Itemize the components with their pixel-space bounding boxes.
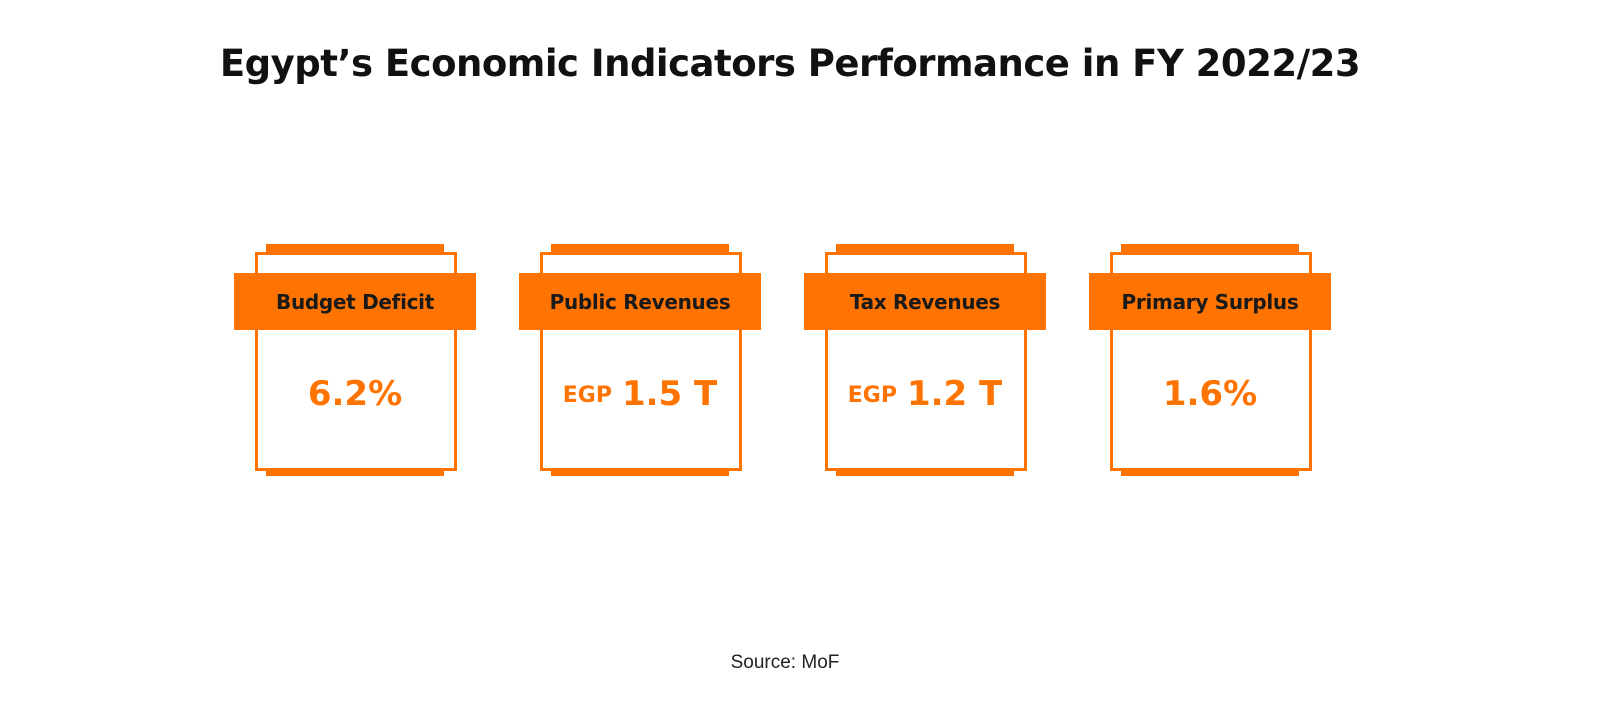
card-label-bar: Primary Surplus	[1089, 273, 1331, 330]
card-label-bar: Budget Deficit	[234, 273, 476, 330]
indicator-card-primary-surplus: Primary Surplus 1.6%	[1089, 244, 1331, 480]
card-bottom-bar	[551, 468, 729, 476]
indicator-label: Public Revenues	[549, 289, 731, 314]
indicator-value-row: 6.2%	[234, 374, 476, 414]
card-bottom-bar	[836, 468, 1014, 476]
source-note: Source: MoF	[730, 652, 840, 673]
card-top-bar	[266, 244, 444, 252]
card-label-bar: Public Revenues	[519, 273, 761, 330]
indicator-card-public-revenues: Public Revenues EGP 1.5 T	[519, 244, 761, 480]
card-bottom-bar	[266, 468, 444, 476]
indicator-value-row: 1.6%	[1089, 374, 1331, 414]
card-label-bar: Tax Revenues	[804, 273, 1046, 330]
indicator-card-budget-deficit: Budget Deficit 6.2%	[234, 244, 476, 480]
indicator-label: Primary Surplus	[1121, 289, 1299, 314]
card-top-bar	[836, 244, 1014, 252]
indicator-value: 1.6%	[1162, 374, 1258, 414]
indicator-value: 1.5 T	[621, 374, 718, 414]
indicator-value: 1.2 T	[906, 374, 1003, 414]
indicator-label: Tax Revenues	[849, 289, 1001, 314]
indicator-card-tax-revenues: Tax Revenues EGP 1.2 T	[804, 244, 1046, 480]
indicator-value: 6.2%	[307, 374, 403, 414]
card-top-bar	[1121, 244, 1299, 252]
card-top-bar	[551, 244, 729, 252]
currency-prefix: EGP	[562, 383, 612, 408]
indicator-label: Budget Deficit	[276, 289, 434, 314]
indicator-value-row: EGP 1.2 T	[804, 374, 1046, 414]
indicator-value-row: EGP 1.5 T	[519, 374, 761, 414]
card-bottom-bar	[1121, 468, 1299, 476]
page-title: Egypt’s Economic Indicators Performance …	[219, 42, 1361, 85]
currency-prefix: EGP	[847, 383, 897, 408]
